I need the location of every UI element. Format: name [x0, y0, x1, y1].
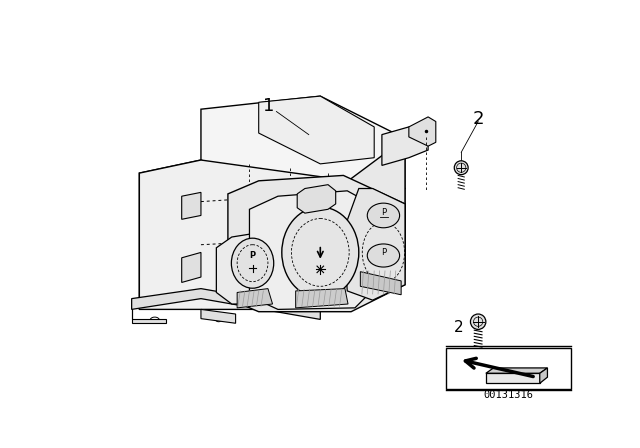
Circle shape	[470, 314, 486, 329]
Text: 2: 2	[472, 110, 484, 128]
Polygon shape	[132, 289, 320, 319]
Polygon shape	[237, 289, 273, 308]
Ellipse shape	[282, 207, 359, 298]
Polygon shape	[228, 176, 405, 312]
Polygon shape	[486, 373, 540, 383]
Polygon shape	[132, 310, 166, 323]
Polygon shape	[201, 310, 236, 323]
Polygon shape	[140, 160, 201, 310]
Polygon shape	[259, 96, 374, 164]
Polygon shape	[344, 189, 405, 300]
Polygon shape	[297, 185, 336, 213]
Polygon shape	[250, 191, 382, 310]
Polygon shape	[409, 117, 436, 146]
Polygon shape	[486, 368, 547, 373]
Ellipse shape	[367, 244, 399, 267]
Ellipse shape	[232, 238, 274, 288]
Polygon shape	[382, 127, 428, 165]
Polygon shape	[216, 231, 285, 304]
Polygon shape	[360, 271, 401, 295]
Polygon shape	[540, 368, 547, 383]
Text: P: P	[250, 251, 255, 260]
Text: 1: 1	[263, 97, 275, 115]
Circle shape	[454, 161, 468, 175]
Polygon shape	[296, 289, 348, 308]
Polygon shape	[140, 160, 405, 310]
Text: P: P	[381, 208, 386, 217]
Text: P: P	[381, 248, 386, 257]
Text: 00131316: 00131316	[483, 390, 533, 400]
Polygon shape	[182, 252, 201, 282]
Polygon shape	[320, 138, 405, 310]
Polygon shape	[201, 96, 405, 202]
Polygon shape	[182, 192, 201, 220]
Ellipse shape	[367, 203, 399, 228]
Text: 2: 2	[454, 319, 464, 335]
Polygon shape	[446, 348, 570, 389]
